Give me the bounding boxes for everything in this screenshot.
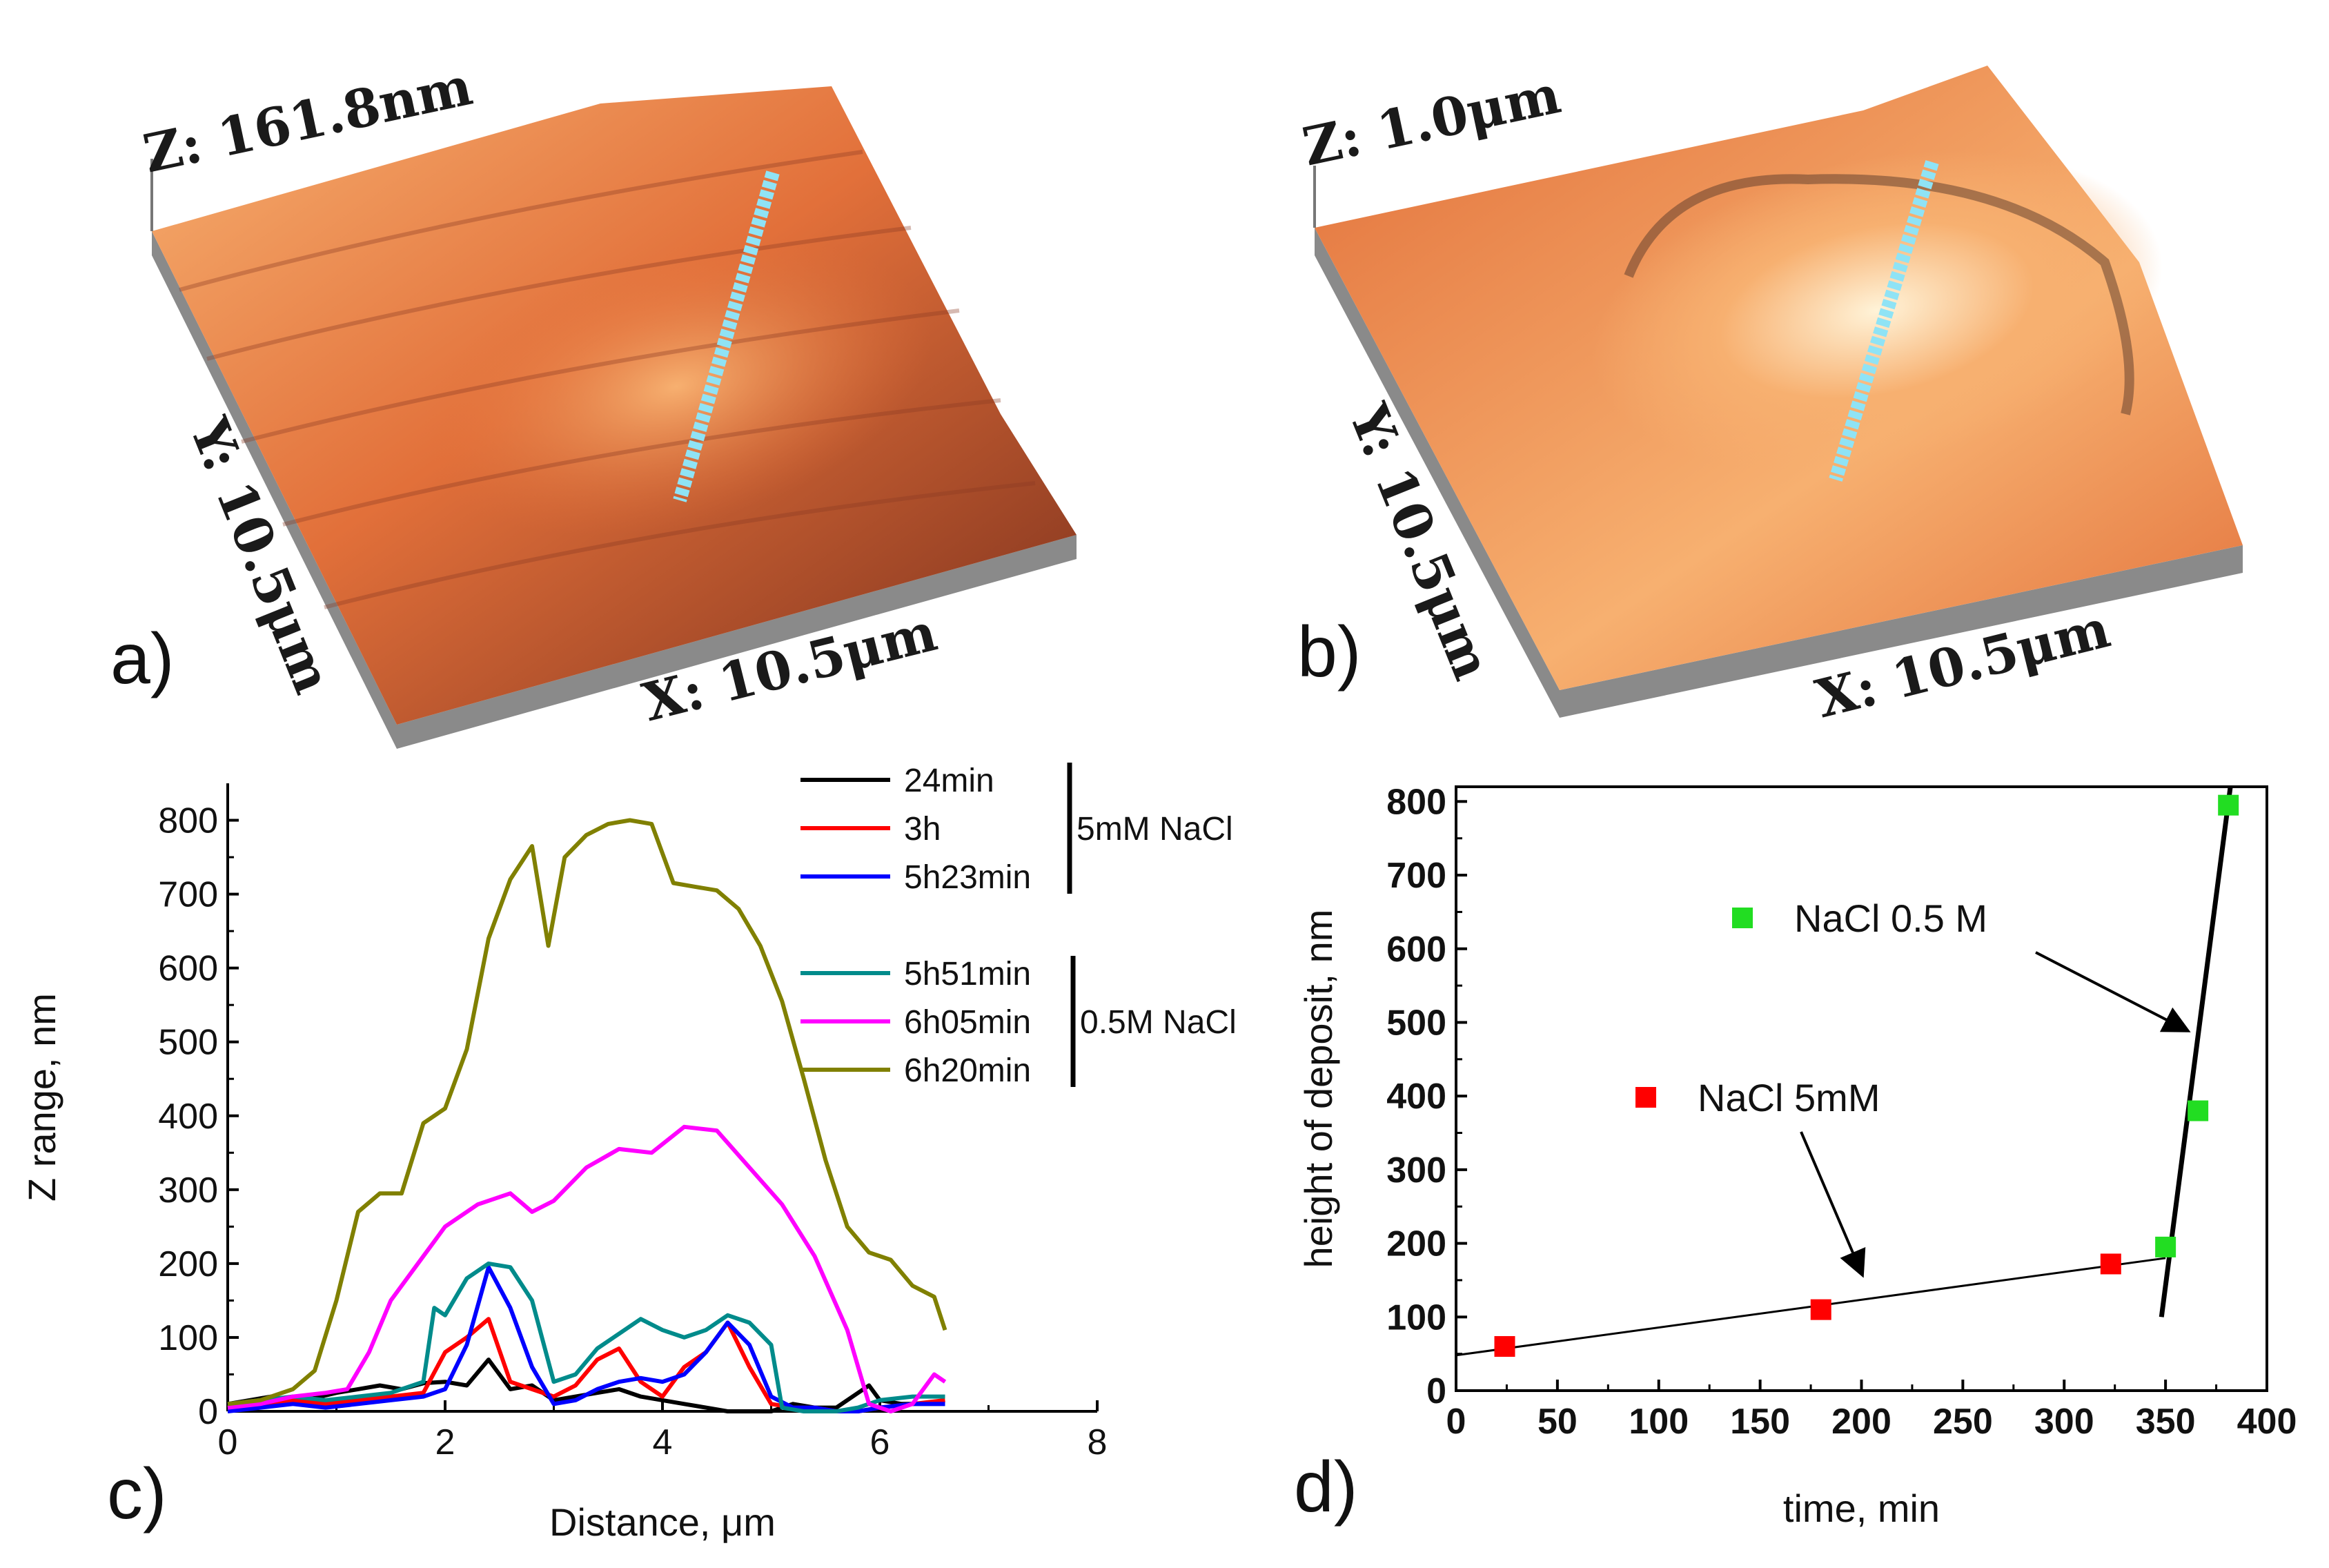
afm-a-base-front — [397, 535, 1077, 749]
afm-a-ridges — [179, 150, 1036, 609]
panel-label-d: d) — [1294, 1447, 1357, 1527]
afm-b-base-front — [1560, 545, 2243, 718]
x-tick-label: 300 — [2034, 1402, 2094, 1442]
x-tick-label: 150 — [1730, 1402, 1790, 1442]
y-tick-label: 600 — [158, 949, 218, 989]
y-tick-label: 300 — [158, 1170, 218, 1211]
chart-d-annotations: NaCl 0.5 M NaCl 5mM — [1635, 896, 2191, 1278]
chart-d-points — [1494, 794, 2239, 1357]
afm-b-scan-line — [1829, 160, 1939, 482]
y-tick-label: 200 — [158, 1244, 218, 1284]
panel-label-b: b) — [1297, 612, 1361, 692]
annotation-label: NaCl 5mM — [1698, 1076, 1880, 1119]
y-tick-label: 0 — [198, 1392, 218, 1432]
x-tick-label: 2 — [435, 1422, 455, 1462]
legend-label-3h: 3h — [904, 811, 941, 847]
x-tick-label: 0 — [218, 1422, 238, 1462]
panel-label-a: a) — [110, 619, 174, 699]
y-tick-label: 100 — [1386, 1297, 1446, 1337]
y-tick-label: 300 — [1386, 1150, 1446, 1190]
chart-c-ylabel: Z range, nm — [20, 993, 63, 1202]
y-tick-label: 400 — [158, 1097, 218, 1137]
fit-line-1 — [2159, 786, 2233, 1317]
data-point-NaCl 0.5 M — [2188, 1100, 2209, 1121]
chart-d: 0 50 100 150 200 250 300 350 400 0 100 200 300 400 500… — [1294, 782, 2297, 1530]
panel-label-c: c) — [107, 1454, 167, 1534]
x-tick-label: 200 — [1831, 1402, 1891, 1442]
legend-label-5h51min: 5h51min — [904, 956, 1031, 992]
x-tick-label: 350 — [2136, 1402, 2196, 1442]
x-tick-label: 250 — [1933, 1402, 1993, 1442]
chart-c-series — [227, 818, 947, 1413]
data-point-NaCl 5mM — [1810, 1299, 1831, 1320]
y-tick-label: 100 — [158, 1318, 218, 1358]
series-line-5h51min — [227, 1261, 945, 1413]
annotation-label: NaCl 0.5 M — [1794, 896, 1987, 940]
legend-group-label: 5mM NaCl — [1077, 811, 1233, 847]
data-point-NaCl 5mM — [2100, 1253, 2121, 1275]
y-tick-label: 800 — [1386, 782, 1446, 822]
x-tick-label: 6 — [870, 1422, 890, 1462]
afm-b-deposit-rim — [1624, 174, 2134, 415]
legend-label-6h20min: 6h20min — [904, 1052, 1031, 1089]
legend-label-6h05min: 6h05min — [904, 1004, 1031, 1041]
series-line-6h05min — [227, 1124, 947, 1413]
chart-c: 0 2 4 6 8 0 100 200 300 400 500 600 700 800 24min 3h 5h… — [20, 763, 1237, 1544]
annotation-arrow — [2035, 951, 2191, 1032]
afm-a-scan-line — [673, 170, 780, 502]
afm-b-base-side — [1315, 228, 1560, 718]
y-tick-label: 800 — [158, 801, 218, 841]
legend-label-24min: 24min — [904, 763, 994, 799]
y-tick-label: 200 — [1386, 1224, 1446, 1264]
series-line-5h23min — [227, 1265, 945, 1413]
x-tick-label: 0 — [1446, 1402, 1466, 1442]
y-tick-label: 700 — [158, 875, 218, 915]
legend-label-5h23min: 5h23min — [904, 859, 1031, 896]
data-point-NaCl 0.5 M — [2155, 1236, 2176, 1257]
afm-a-base-side — [152, 231, 397, 749]
chart-d-xlabel: time, min — [1783, 1487, 1940, 1530]
chart-d-ylabel: height of deposit, nm — [1297, 910, 1340, 1268]
afm-b-deposit-mound — [1591, 150, 2163, 471]
legend-group-label: 0.5M NaCl — [1080, 1004, 1237, 1041]
chart-d-axes: 0 50 100 150 200 250 300 350 400 0 100 200 300 400 500… — [1386, 782, 2297, 1442]
y-tick-label: 500 — [158, 1023, 218, 1063]
x-tick-label: 400 — [2237, 1402, 2297, 1442]
afm-panel-a: Z: 161.8nm Y: 10.5μm X: 10.5μm a) — [110, 55, 1077, 749]
x-tick-label: 100 — [1629, 1402, 1689, 1442]
annotation-marker — [1635, 1087, 1656, 1108]
afm-panel-b: Z: 1.0μm Y: 10.5μm X: 10.5μm b) — [1297, 63, 2243, 729]
y-tick-label: 0 — [1426, 1371, 1446, 1411]
x-tick-label: 4 — [653, 1422, 673, 1462]
chart-c-xlabel: Distance, μm — [549, 1500, 776, 1544]
x-tick-label: 8 — [1088, 1422, 1108, 1462]
y-tick-label: 500 — [1386, 1003, 1446, 1043]
chart-c-axes: 0 2 4 6 8 0 100 200 300 400 500 600 700 800 — [158, 783, 1107, 1462]
y-tick-label: 700 — [1386, 856, 1446, 896]
afm-b-z-label: Z: 1.0μm — [1297, 63, 1566, 178]
afm-a-mound — [420, 237, 932, 536]
data-point-NaCl 5mM — [1494, 1335, 1515, 1357]
data-point-NaCl 0.5 M — [2218, 794, 2239, 816]
series-line-24min — [227, 1358, 945, 1413]
y-tick-label: 400 — [1386, 1077, 1446, 1117]
annotation-marker — [1732, 908, 1753, 928]
series-line-6h20min — [227, 818, 947, 1407]
x-tick-label: 50 — [1537, 1402, 1578, 1442]
y-tick-label: 600 — [1386, 930, 1446, 970]
chart-c-legend: 24min 3h 5h23min 5h51min 6h05min 6h20min 5mM N… — [800, 763, 1237, 1089]
annotation-arrow — [1800, 1131, 1866, 1278]
